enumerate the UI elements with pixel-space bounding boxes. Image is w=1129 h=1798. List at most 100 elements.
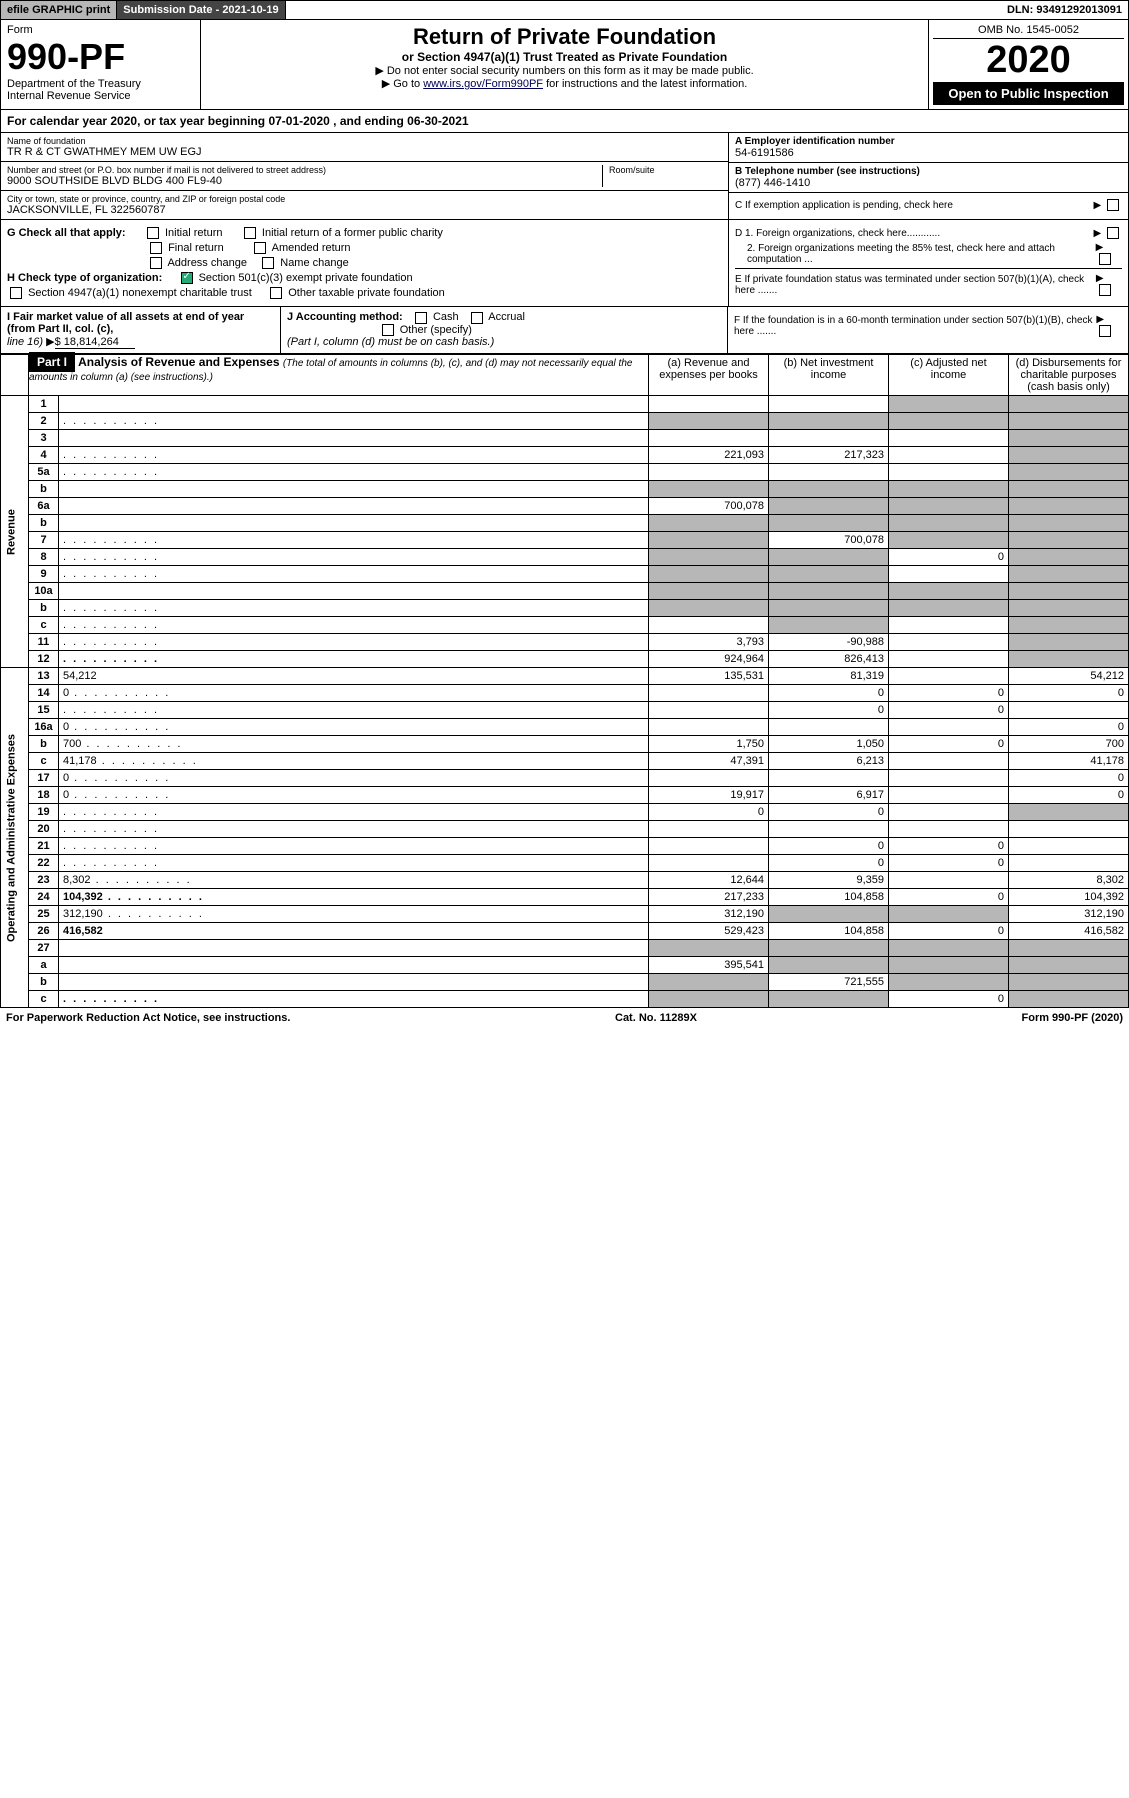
amount-cell <box>769 396 889 413</box>
table-row: b <box>1 515 1129 532</box>
accrual-checkbox[interactable] <box>471 312 483 324</box>
amount-cell <box>649 413 769 430</box>
amount-cell <box>1009 532 1129 549</box>
footer-right: Form 990-PF (2020) <box>1022 1012 1123 1024</box>
line-number: 6a <box>29 498 59 515</box>
expenses-vlabel: Operating and Administrative Expenses <box>1 668 29 1008</box>
c-checkbox[interactable] <box>1107 199 1119 211</box>
table-row: 2 <box>1 413 1129 430</box>
line-description <box>59 838 649 855</box>
amount-cell: 12,644 <box>649 872 769 889</box>
amount-cell <box>649 481 769 498</box>
line-number: 14 <box>29 685 59 702</box>
line-number: 10a <box>29 583 59 600</box>
h-row: H Check type of organization: Section 50… <box>7 272 722 284</box>
line-description <box>59 804 649 821</box>
amount-cell <box>1009 464 1129 481</box>
amount-cell <box>769 906 889 923</box>
amount-cell: 0 <box>889 991 1009 1008</box>
amount-cell: 47,391 <box>649 753 769 770</box>
line-number: 25 <box>29 906 59 923</box>
amount-cell: 0 <box>1009 685 1129 702</box>
initial-checkbox[interactable] <box>147 227 159 239</box>
amount-cell <box>1009 991 1129 1008</box>
s4947-checkbox[interactable] <box>10 287 22 299</box>
d2-checkbox[interactable] <box>1099 253 1111 265</box>
revenue-vlabel: Revenue <box>1 396 29 668</box>
form-header: Form 990-PF Department of the Treasury I… <box>0 20 1129 110</box>
col-a-header: (a) Revenue and expenses per books <box>649 355 769 396</box>
efile-label: efile GRAPHIC print <box>1 1 117 19</box>
line-description <box>59 957 649 974</box>
table-row: 20 <box>1 821 1129 838</box>
f-checkbox[interactable] <box>1099 325 1111 337</box>
line-description: 0 <box>59 719 649 736</box>
line-number: 1 <box>29 396 59 413</box>
table-row: 27 <box>1 940 1129 957</box>
amount-cell: 924,964 <box>649 651 769 668</box>
table-row: 80 <box>1 549 1129 566</box>
amount-cell: 700 <box>1009 736 1129 753</box>
e-checkbox[interactable] <box>1099 284 1111 296</box>
line-description <box>59 447 649 464</box>
line-number: 7 <box>29 532 59 549</box>
d1-checkbox[interactable] <box>1107 227 1119 239</box>
amount-cell: 217,323 <box>769 447 889 464</box>
address-checkbox[interactable] <box>150 257 162 269</box>
line-number: a <box>29 957 59 974</box>
namechg-checkbox[interactable] <box>262 257 274 269</box>
amount-cell: 81,319 <box>769 668 889 685</box>
table-row: 5a <box>1 464 1129 481</box>
table-row: Revenue1 <box>1 396 1129 413</box>
line-description <box>59 855 649 872</box>
amount-cell <box>889 481 1009 498</box>
initial-former-checkbox[interactable] <box>244 227 256 239</box>
line-number: b <box>29 736 59 753</box>
cash-checkbox[interactable] <box>415 312 427 324</box>
table-row: 238,30212,6449,3598,302 <box>1 872 1129 889</box>
open-inspection: Open to Public Inspection <box>933 82 1124 105</box>
amount-cell <box>769 617 889 634</box>
amount-cell <box>769 430 889 447</box>
line-number: 24 <box>29 889 59 906</box>
page-footer: For Paperwork Reduction Act Notice, see … <box>0 1008 1129 1028</box>
amount-cell: 0 <box>889 855 1009 872</box>
amount-cell: 104,858 <box>769 923 889 940</box>
line-number: 13 <box>29 668 59 685</box>
other-tax-checkbox[interactable] <box>270 287 282 299</box>
s501-checkbox[interactable] <box>181 272 193 284</box>
line-number: c <box>29 753 59 770</box>
final-checkbox[interactable] <box>150 242 162 254</box>
amount-cell <box>769 549 889 566</box>
amount-cell <box>769 583 889 600</box>
form-link[interactable]: www.irs.gov/Form990PF <box>423 78 543 90</box>
line-number: 22 <box>29 855 59 872</box>
amount-cell <box>769 498 889 515</box>
amount-cell <box>769 821 889 838</box>
line-number: 15 <box>29 702 59 719</box>
amount-cell <box>889 872 1009 889</box>
amount-cell <box>889 974 1009 991</box>
amount-cell <box>1009 821 1129 838</box>
table-row: c <box>1 617 1129 634</box>
amount-cell <box>1009 447 1129 464</box>
amount-cell: 54,212 <box>1009 668 1129 685</box>
amount-cell <box>649 821 769 838</box>
line-number: 8 <box>29 549 59 566</box>
table-row: b <box>1 481 1129 498</box>
table-row: 7700,078 <box>1 532 1129 549</box>
line-description: 41,178 <box>59 753 649 770</box>
table-row: 16a00 <box>1 719 1129 736</box>
amount-cell <box>769 957 889 974</box>
line-description <box>59 481 649 498</box>
line-description <box>59 991 649 1008</box>
topbar: efile GRAPHIC print Submission Date - 20… <box>0 0 1129 20</box>
other-checkbox[interactable] <box>382 324 394 336</box>
amount-cell: 0 <box>769 855 889 872</box>
amount-cell <box>649 532 769 549</box>
amended-checkbox[interactable] <box>254 242 266 254</box>
amount-cell: 0 <box>1009 787 1129 804</box>
amount-cell <box>1009 940 1129 957</box>
line-number: b <box>29 600 59 617</box>
table-row: 1700 <box>1 770 1129 787</box>
